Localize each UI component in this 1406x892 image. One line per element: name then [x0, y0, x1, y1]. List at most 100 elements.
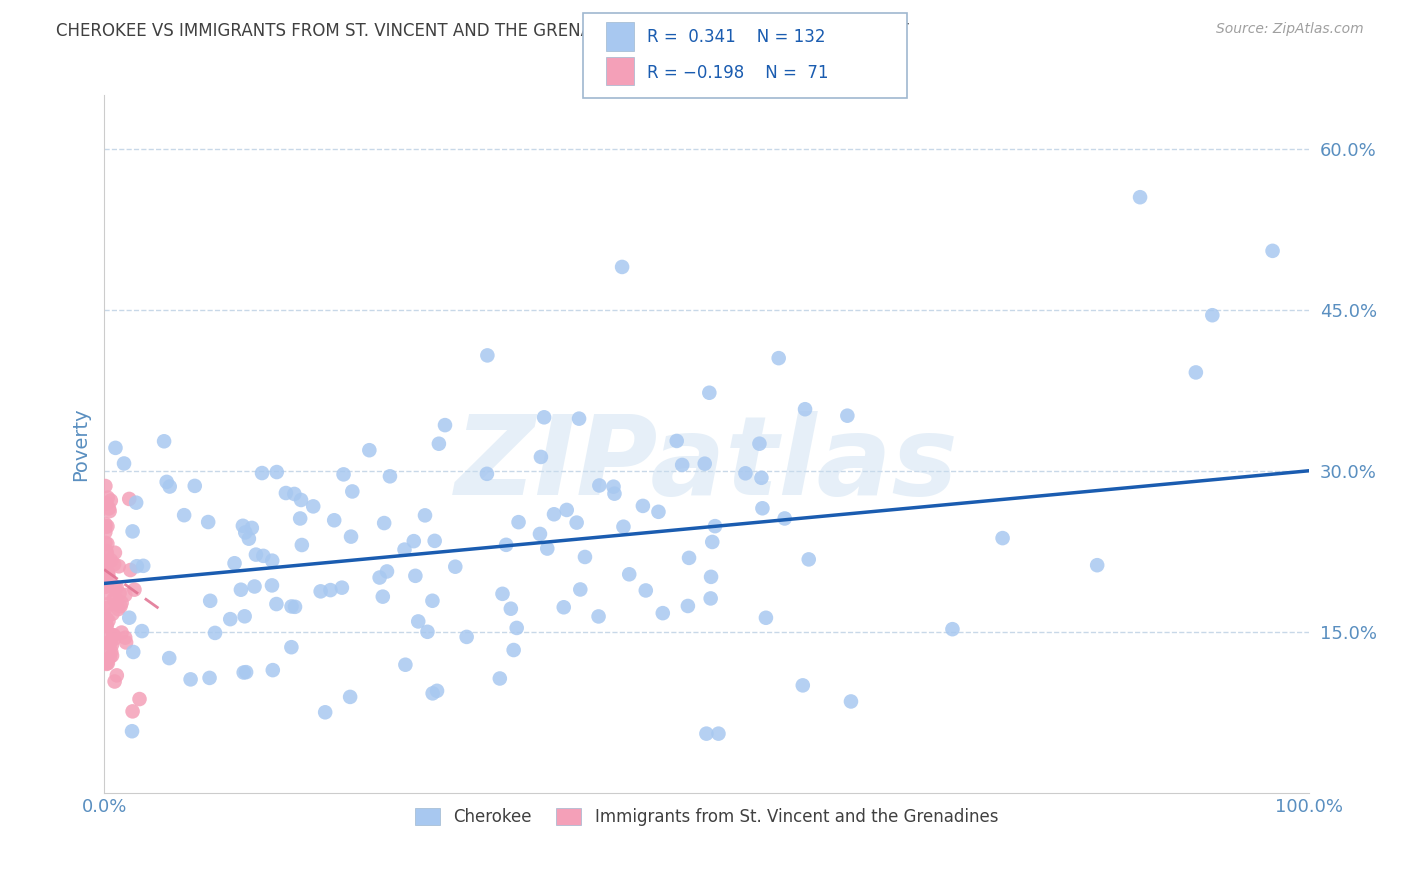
Point [197, 515, 219, 529]
Point [699, 385, 721, 400]
Point [128, 692, 150, 706]
Point [610, 260, 633, 274]
Point [96, 579, 118, 593]
Point [406, 615, 429, 629]
Point [96, 547, 118, 561]
Point [94, 479, 117, 493]
Point [991, 531, 1014, 545]
Point [565, 516, 588, 530]
Point [274, 486, 297, 500]
Point [125, 496, 148, 510]
Point [101, 607, 124, 621]
Point [97, 491, 120, 505]
Point [121, 724, 143, 739]
Point [340, 530, 363, 544]
Point [375, 565, 398, 579]
Point [456, 630, 478, 644]
Point [104, 591, 127, 606]
Point [751, 471, 773, 485]
Point [94, 619, 117, 633]
Point [695, 726, 717, 740]
Point [94, 586, 117, 600]
Point [96, 519, 118, 533]
Point [751, 501, 773, 516]
Point [416, 624, 439, 639]
Point [233, 525, 256, 540]
Point [1201, 308, 1223, 322]
Point [122, 645, 145, 659]
Point [323, 513, 346, 527]
Point [568, 411, 591, 425]
Point [332, 467, 354, 482]
Point [240, 521, 263, 535]
Point [97, 614, 120, 628]
Point [280, 599, 302, 614]
Point [104, 546, 127, 560]
Point [422, 594, 444, 608]
Point [941, 622, 963, 636]
Point [121, 704, 143, 718]
Point [235, 665, 257, 680]
Point [121, 524, 143, 539]
Point [118, 491, 141, 506]
Point [394, 657, 416, 672]
Text: Source: ZipAtlas.com: Source: ZipAtlas.com [1216, 22, 1364, 37]
Point [734, 467, 756, 481]
Point [97, 566, 120, 581]
Point [342, 484, 364, 499]
Point [671, 458, 693, 472]
Point [198, 594, 221, 608]
Point [266, 597, 288, 611]
Point [260, 578, 283, 592]
Point [132, 558, 155, 573]
Point [103, 591, 125, 606]
Point [339, 690, 361, 704]
Point [402, 534, 425, 549]
Point [603, 486, 626, 500]
Point [97, 554, 120, 568]
Point [477, 348, 499, 362]
Point [373, 516, 395, 530]
Point [110, 599, 132, 614]
Point [96, 611, 118, 625]
Point [98, 572, 121, 586]
Point [124, 582, 146, 597]
Point [100, 553, 122, 567]
Point [97, 567, 120, 582]
Point [112, 457, 135, 471]
Point [647, 505, 669, 519]
Point [153, 434, 176, 449]
Point [699, 591, 721, 606]
Point [131, 624, 153, 638]
Point [378, 469, 401, 483]
Point [368, 570, 391, 584]
Point [314, 706, 336, 720]
Point [219, 612, 242, 626]
Point [232, 665, 254, 680]
Point [118, 611, 141, 625]
Point [319, 583, 342, 598]
Point [184, 479, 207, 493]
Point [284, 599, 307, 614]
Point [768, 351, 790, 365]
Point [426, 683, 449, 698]
Point [125, 559, 148, 574]
Point [488, 672, 510, 686]
Point [114, 631, 136, 645]
Point [108, 586, 131, 600]
Point [96, 618, 118, 632]
Point [120, 563, 142, 577]
Point [101, 630, 124, 644]
Point [96, 657, 118, 671]
Point [103, 628, 125, 642]
Point [495, 538, 517, 552]
Point [107, 559, 129, 574]
Point [475, 467, 498, 481]
Point [394, 542, 416, 557]
Text: ZIPatlas: ZIPatlas [454, 411, 959, 518]
Point [105, 597, 128, 611]
Point [103, 557, 125, 571]
Point [96, 544, 118, 558]
Point [700, 570, 723, 584]
Point [114, 588, 136, 602]
